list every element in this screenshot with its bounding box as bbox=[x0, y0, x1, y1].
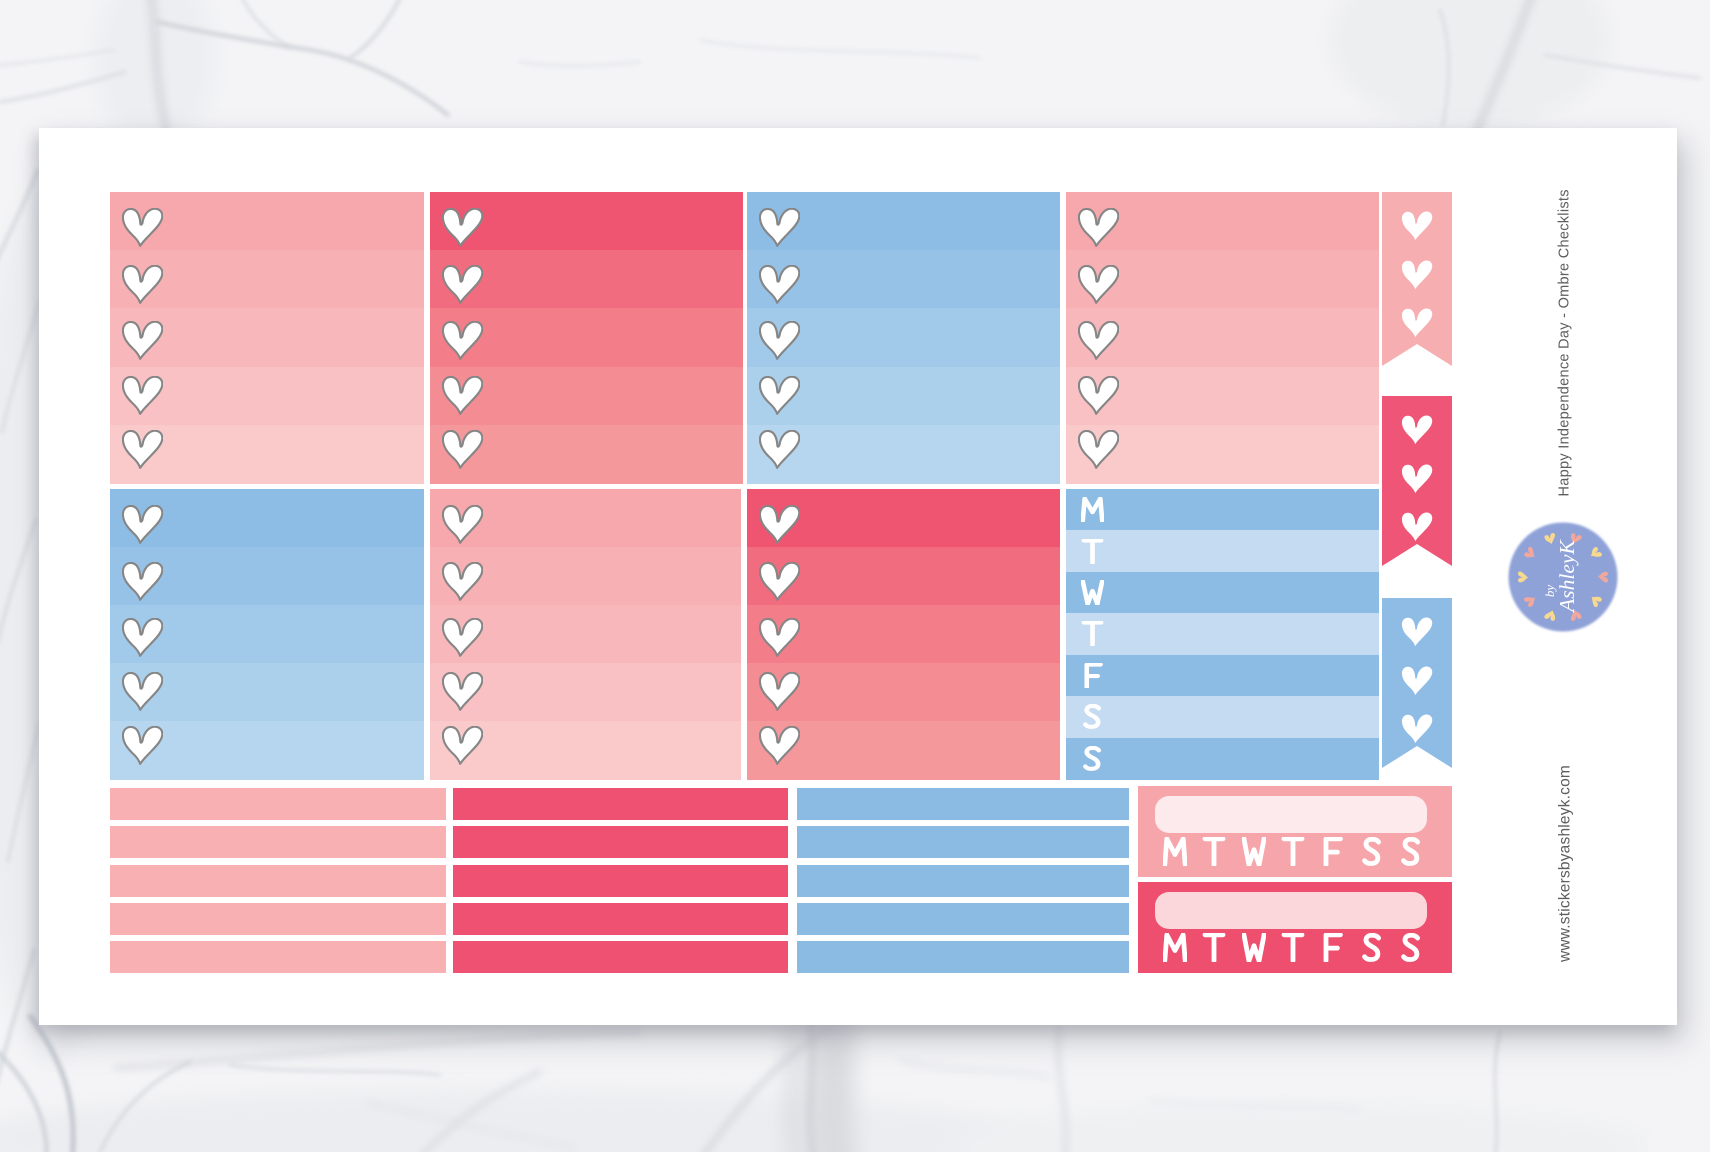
svg-text:AshleyK: AshleyK bbox=[1555, 539, 1579, 614]
svg-text:by: by bbox=[1542, 585, 1557, 598]
